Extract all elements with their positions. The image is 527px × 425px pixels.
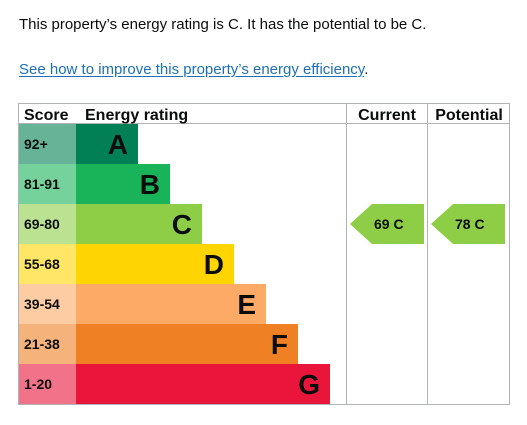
band-f: 21-38 F: [19, 324, 298, 364]
improve-efficiency-line: See how to improve this property’s energ…: [19, 59, 368, 81]
band-f-score-cell: [19, 324, 76, 364]
band-e-score-cell: [19, 284, 76, 324]
band-d-score: 55-68: [24, 256, 60, 272]
rating-bands: 92+ A 81-91 B 69-80 C 55-68 D 39-54 E 21-38 F 1-20 G: [19, 124, 330, 404]
header-potential: Potential: [435, 107, 503, 124]
header-score: Score: [24, 107, 69, 124]
band-c-bar: [76, 204, 202, 244]
current-rating-arrow: 69 C: [350, 204, 424, 244]
improve-efficiency-link[interactable]: See how to improve this property’s energ…: [19, 61, 365, 78]
band-d-bar: [76, 244, 234, 284]
band-f-score: 21-38: [24, 336, 60, 352]
band-a-score-cell: [19, 124, 76, 164]
band-c-letter: C: [172, 209, 192, 240]
energy-rating-graph: Score Energy rating Current Potential 92…: [18, 103, 510, 405]
band-g-score: 1-20: [24, 376, 52, 392]
energy-rating-summary: This property’s energy rating is C. It h…: [19, 16, 427, 33]
band-f-letter: F: [271, 329, 288, 360]
rating-arrows: 69 C 78 C: [350, 204, 505, 244]
band-b-score-cell: [19, 164, 76, 204]
band-e: 39-54 E: [19, 284, 266, 324]
band-g-bar: [76, 364, 330, 404]
band-f-bar: [76, 324, 298, 364]
band-c-score: 69-80: [24, 216, 60, 232]
band-d-letter: D: [204, 249, 224, 280]
band-c-score-cell: [19, 204, 76, 244]
band-g: 1-20 G: [19, 364, 330, 404]
link-suffix: .: [364, 61, 369, 78]
header-current: Current: [358, 107, 416, 124]
potential-rating-arrow: 78 C: [431, 204, 505, 244]
energy-rating-chart: Score Energy rating Current Potential 92…: [18, 103, 510, 405]
band-b-score: 81-91: [24, 176, 60, 192]
band-g-score-cell: [19, 364, 76, 404]
header-energy-rating: Energy rating: [85, 107, 188, 124]
potential-rating-arrow-label: 78 C: [455, 216, 485, 232]
band-e-letter: E: [237, 289, 256, 320]
band-b-letter: B: [140, 169, 160, 200]
band-a-letter: A: [108, 129, 128, 160]
band-d-score-cell: [19, 244, 76, 284]
band-b: 81-91 B: [19, 164, 170, 204]
band-a-bar: [76, 124, 138, 164]
band-g-letter: G: [298, 369, 320, 400]
current-rating-arrow-shape: [350, 204, 424, 244]
band-e-score: 39-54: [24, 296, 60, 312]
band-c: 69-80 C: [19, 204, 202, 244]
band-b-bar: [76, 164, 170, 204]
band-a-score: 92+: [24, 136, 48, 152]
band-a: 92+ A: [19, 124, 138, 164]
chart-frame: [18, 103, 510, 405]
band-e-bar: [76, 284, 266, 324]
current-rating-arrow-label: 69 C: [374, 216, 404, 232]
potential-rating-arrow-shape: [431, 204, 505, 244]
band-d: 55-68 D: [19, 244, 234, 284]
